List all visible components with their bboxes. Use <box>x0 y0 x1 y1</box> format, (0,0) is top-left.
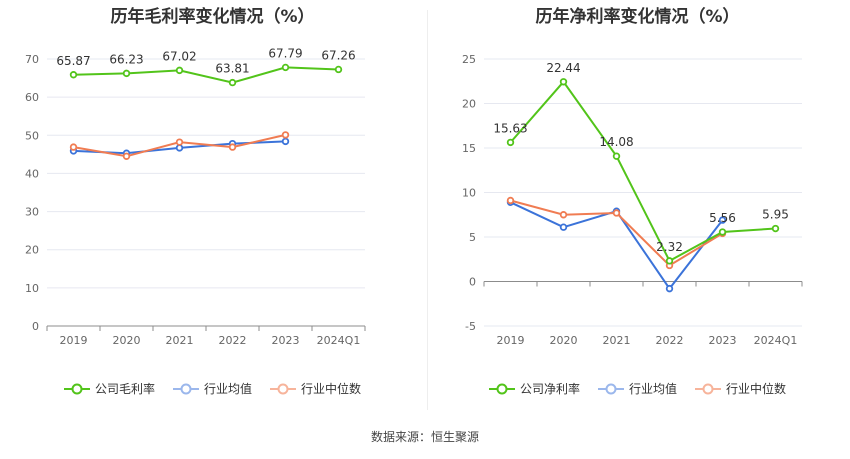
data-label: 67.26 <box>321 48 355 62</box>
x-tick-label: 2022 <box>219 334 247 347</box>
data-point <box>559 78 568 86</box>
legend: 公司净利率 行业均值 行业中位数 <box>425 380 850 397</box>
data-point <box>281 137 290 146</box>
legend-line-marker-icon <box>172 383 199 394</box>
legend-line-marker-icon <box>695 383 721 394</box>
data-point <box>506 138 515 147</box>
legend-label: 公司净利率 <box>519 382 580 396</box>
data-point <box>69 143 78 151</box>
data-point <box>506 196 515 205</box>
x-tick-label: 2020 <box>550 334 578 347</box>
data-label: 67.02 <box>162 49 196 63</box>
data-source: 数据来源：恒生聚源 <box>370 430 479 444</box>
data-label: 65.87 <box>56 54 90 68</box>
data-label: 22.44 <box>546 61 580 75</box>
x-tick-label: 2023 <box>272 334 300 347</box>
chart-title: 历年净利率变化情况（%） <box>535 7 740 27</box>
legend-line-marker-icon <box>597 383 624 394</box>
y-tick-label: 50 <box>25 129 39 142</box>
gross-margin-chart: 历年毛利率变化情况（%） 0 10 20 30 40 50 60 70 2019 2020 2021… <box>0 0 425 410</box>
y-tick-label: 20 <box>25 244 39 257</box>
x-tick-label: 2019 <box>60 334 88 347</box>
data-point <box>718 216 727 224</box>
data-point <box>771 224 780 233</box>
data-label: 5.56 <box>709 211 736 225</box>
data-label: 66.23 <box>109 52 143 66</box>
data-point <box>612 152 621 160</box>
data-point <box>228 78 237 87</box>
y-tick-label: 15 <box>462 142 476 155</box>
legend-line-marker-icon <box>270 383 296 394</box>
y-tick-label: 10 <box>462 187 476 200</box>
data-label: 14.08 <box>599 135 633 149</box>
y-tick-label: 0 <box>469 276 476 289</box>
legend: 公司毛利率 行业均值 行业中位数 <box>0 380 425 397</box>
legend-item-industry-median[interactable]: 行业中位数 <box>695 380 786 397</box>
legend-item-company[interactable]: 公司毛利率 <box>63 380 155 397</box>
data-point <box>334 65 343 74</box>
y-tick-label: 60 <box>25 91 39 104</box>
net-margin-chart: 历年净利率变化情况（%） -5 0 5 10 15 20 25 2019 2020 2021 202… <box>425 0 850 410</box>
data-label: 63.81 <box>215 62 249 76</box>
x-tick-label: 2022 <box>656 334 684 347</box>
x-tick-label: 2021 <box>603 334 631 347</box>
data-point <box>559 223 568 231</box>
data-point <box>122 152 131 160</box>
data-label: 2.32 <box>656 240 683 254</box>
y-tick-label: 10 <box>25 282 39 295</box>
y-tick-label: 40 <box>25 167 39 180</box>
legend-label: 公司毛利率 <box>94 382 155 396</box>
data-point <box>175 138 184 146</box>
legend-line-marker-icon <box>488 383 515 394</box>
data-point <box>559 211 568 219</box>
y-tick-label: 20 <box>462 98 476 111</box>
legend-label: 行业中位数 <box>301 382 362 396</box>
data-point <box>281 63 290 72</box>
x-tick-label: 2024Q1 <box>317 334 361 347</box>
data-point <box>228 143 237 151</box>
legend-label: 行业均值 <box>203 382 252 396</box>
data-point <box>175 66 184 75</box>
data-label: 67.79 <box>268 46 302 60</box>
series-line <box>73 66 339 84</box>
legend-label: 行业中位数 <box>726 382 787 396</box>
x-tick-label: 2023 <box>709 334 737 347</box>
legend-item-company[interactable]: 公司净利率 <box>488 380 580 397</box>
chart-title: 历年毛利率变化情况（%） <box>110 7 315 27</box>
legend-item-industry-mean[interactable]: 行业均值 <box>172 380 252 397</box>
x-tick-label: 2021 <box>166 334 194 347</box>
legend-label: 行业均值 <box>628 382 677 396</box>
x-tick-label: 2024Q1 <box>754 334 798 347</box>
y-tick-label: 70 <box>25 53 39 66</box>
data-point <box>281 131 290 139</box>
data-label: 5.95 <box>762 208 789 222</box>
x-tick-label: 2020 <box>113 334 141 347</box>
data-label: 15.63 <box>493 121 527 135</box>
data-point <box>665 257 674 265</box>
legend-line-marker-icon <box>63 383 90 394</box>
data-point <box>122 69 131 78</box>
y-tick-label: 5 <box>469 231 476 244</box>
data-point <box>175 144 184 152</box>
x-tick-label: 2019 <box>497 334 525 347</box>
gross-margin-plot: 0 10 20 30 40 50 60 70 2019 2020 2021 2022 2023 2024Q… <box>25 46 366 347</box>
series-line <box>509 80 776 263</box>
data-point <box>612 209 621 217</box>
y-tick-label: 25 <box>462 53 476 66</box>
legend-item-industry-mean[interactable]: 行业均值 <box>597 380 677 397</box>
y-tick-label: -5 <box>465 320 476 333</box>
data-point <box>69 71 78 79</box>
panel-divider <box>427 10 428 410</box>
y-tick-label: 30 <box>25 206 39 219</box>
net-margin-plot: -5 0 5 10 15 20 25 2019 2020 2021 2022 2023 2024Q1 15… <box>462 53 803 347</box>
legend-item-industry-median[interactable]: 行业中位数 <box>270 380 361 397</box>
data-point <box>665 284 674 293</box>
y-tick-label: 0 <box>32 320 39 333</box>
data-point <box>718 228 727 236</box>
